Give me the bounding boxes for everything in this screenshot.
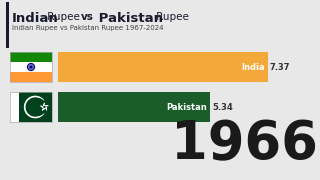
Bar [10,92,19,122]
Bar [58,92,210,122]
Bar [10,92,52,122]
Bar [6,2,9,48]
Text: India: India [241,62,265,71]
Bar [10,52,52,62]
Text: Indian: Indian [12,12,59,25]
Text: 5.34: 5.34 [212,102,233,111]
Text: 1966: 1966 [171,118,318,170]
Text: Pakistan: Pakistan [166,102,207,111]
Text: 7.37: 7.37 [270,62,290,71]
Text: vs: vs [81,12,94,22]
Bar [19,92,52,122]
Bar [10,52,52,82]
Bar [58,52,268,82]
Bar [0,0,320,50]
Text: Indian Rupee vs Pakistan Rupee 1967-2024: Indian Rupee vs Pakistan Rupee 1967-2024 [12,25,164,31]
Text: Rupee: Rupee [44,12,83,22]
Text: Pakistan: Pakistan [94,12,163,25]
Bar [10,62,52,72]
Bar [10,72,52,82]
Text: Rupee: Rupee [153,12,189,22]
